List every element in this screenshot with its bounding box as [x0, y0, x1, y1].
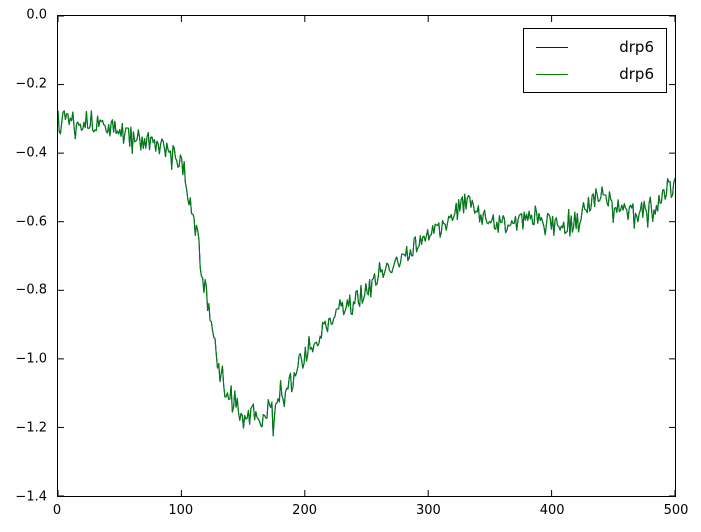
y-tick-label: −1.0 [15, 351, 47, 367]
tick-marks [58, 16, 675, 496]
legend-entry: drp6 [536, 35, 654, 59]
line-plot [58, 16, 675, 496]
y-axis-tick-labels: 0.0 −0.2 −0.4 −0.6 −0.8 −1.0 −1.2 −1.4 [0, 0, 52, 532]
y-tick-label: −0.8 [15, 282, 47, 298]
legend: drp6 drp6 [523, 28, 667, 93]
y-tick-label: −0.2 [15, 76, 47, 92]
y-tick-label: −1.4 [15, 489, 47, 505]
legend-line-sample-blue [536, 46, 568, 48]
legend-line-sample-green [536, 73, 568, 75]
plot-area: drp6 drp6 [57, 15, 676, 497]
legend-entry: drp6 [536, 62, 654, 86]
x-tick-label: 100 [168, 503, 194, 518]
x-tick-label: 400 [539, 503, 565, 518]
x-tick-label: 500 [663, 503, 689, 518]
y-tick-label: 0.0 [26, 7, 47, 23]
y-tick-label: −0.6 [15, 214, 47, 230]
x-tick-label: 0 [52, 503, 62, 518]
x-tick-label: 300 [415, 503, 441, 518]
y-tick-label: −1.2 [15, 420, 47, 436]
x-tick-label: 200 [292, 503, 317, 518]
y-tick-label: −0.4 [15, 145, 47, 161]
legend-label: drp6 [619, 37, 654, 56]
legend-label: drp6 [619, 64, 654, 83]
series-line-drp6 [58, 110, 675, 437]
